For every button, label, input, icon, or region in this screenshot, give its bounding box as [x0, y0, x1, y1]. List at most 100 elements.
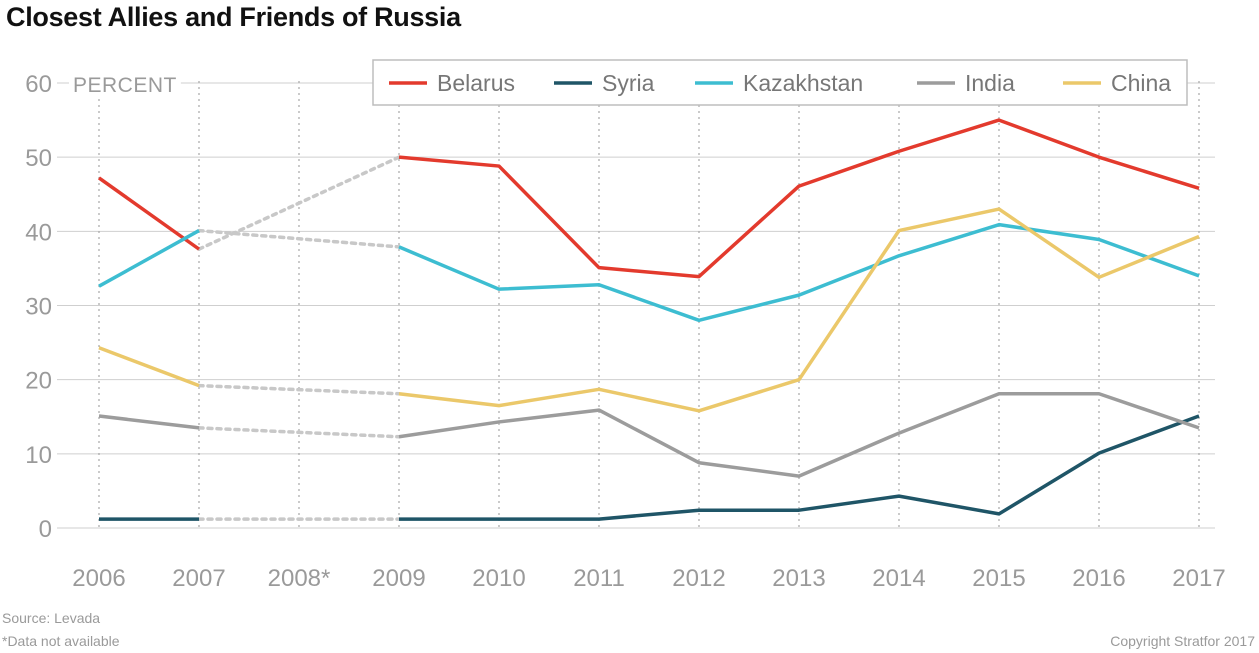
data-point-belarus [897, 149, 901, 153]
legend-label-china: China [1111, 70, 1171, 96]
gap-lines [197, 155, 401, 521]
data-point-kazakhstan [1097, 237, 1101, 241]
x-tick-label: 2008* [268, 565, 331, 592]
data-point-china [97, 346, 101, 350]
data-point-belarus [797, 184, 801, 188]
data-point-india [597, 408, 601, 412]
chart-title: Closest Allies and Friends of Russia [6, 2, 461, 32]
x-tick-label: 2013 [772, 565, 825, 592]
legend-label-belarus: Belarus [437, 70, 515, 96]
data-point-india [197, 426, 201, 430]
copyright-note: Copyright Stratfor 2017 [1110, 633, 1255, 649]
data-point-india [97, 414, 101, 418]
data-point-belarus [597, 266, 601, 270]
data-point-kazakhstan [197, 229, 201, 233]
data-point-belarus [997, 118, 1001, 122]
data-point-syria [697, 508, 701, 512]
data-point-india [397, 435, 401, 439]
x-tick-label: 2011 [573, 565, 625, 592]
legend: Belarus Syria Kazakhstan India China [372, 59, 1188, 106]
data-point-syria [497, 517, 501, 521]
series-line-india [98, 414, 200, 430]
x-tick-label: 2016 [1072, 565, 1125, 592]
y-tick-label: 30 [25, 294, 52, 321]
data-point-belarus [1097, 155, 1101, 159]
gap-line-belarus [197, 155, 401, 251]
grid [57, 81, 1215, 529]
x-tick-label: 2012 [672, 565, 725, 592]
data-point-kazakhstan [1197, 274, 1201, 278]
data-point-kazakhstan [97, 284, 101, 288]
data-point-belarus [197, 247, 201, 251]
data-point-belarus [97, 176, 101, 180]
y-tick-label: 10 [25, 442, 52, 469]
data-point-kazakhstan [597, 283, 601, 287]
x-tick-label: 2010 [472, 565, 525, 592]
data-point-belarus [697, 275, 701, 279]
y-tick-label: 50 [25, 145, 52, 172]
series-lines [97, 118, 1201, 521]
x-tick-label: 2015 [972, 565, 1025, 592]
axis-labels: 0 10 20 30 40 50 60 2006 2007 2008* 2009 2010 2011 20… [25, 71, 1225, 592]
y-axis-label: PERCENT [73, 74, 177, 97]
data-point-china [797, 378, 801, 382]
data-point-syria [997, 512, 1001, 516]
data-point-china [1097, 275, 1101, 279]
series-line-syria [399, 414, 1200, 521]
y-axis-label-background [69, 72, 181, 99]
data-point-china [897, 229, 901, 233]
data-point-china [997, 207, 1001, 211]
data-point-china [697, 409, 701, 413]
legend-label-india: India [965, 70, 1015, 96]
data-point-syria [197, 517, 201, 521]
data-point-kazakhstan [897, 254, 901, 258]
data-point-syria [397, 517, 401, 521]
data-point-syria [1097, 451, 1101, 455]
series-line-kazakhstan [398, 222, 1200, 323]
data-point-kazakhstan [997, 223, 1001, 227]
legend-box [372, 59, 1188, 106]
gap-line-china [197, 383, 401, 396]
data-point-china [397, 392, 401, 396]
data-point-india [1097, 392, 1101, 396]
x-tick-label: 2014 [872, 565, 925, 592]
data-point-india [897, 431, 901, 435]
gap-line-india [197, 426, 401, 439]
data-point-belarus [497, 164, 501, 168]
data-point-china [1197, 235, 1201, 239]
data-point-india [497, 420, 501, 424]
data-point-syria [1197, 414, 1201, 418]
x-tick-label: 2006 [72, 565, 125, 592]
x-tick-label: 2017 [1172, 565, 1225, 592]
data-point-kazakhstan [697, 318, 701, 322]
series-line-kazakhstan [98, 229, 200, 288]
data-point-india [1197, 426, 1201, 430]
source-note: Source: Levada [2, 610, 101, 626]
series-line-india [398, 392, 1200, 478]
data-point-india [797, 474, 801, 478]
data-point-kazakhstan [497, 287, 501, 291]
data-point-china [597, 387, 601, 391]
data-point-syria [597, 517, 601, 521]
legend-label-kazakhstan: Kazakhstan [743, 70, 863, 96]
series-line-china [98, 346, 200, 388]
data-point-india [997, 392, 1001, 396]
legend-label-syria: Syria [602, 70, 655, 96]
series-line-belarus [398, 118, 1200, 279]
x-tick-label: 2009 [372, 565, 425, 592]
y-tick-label: 40 [25, 219, 52, 246]
data-point-china [497, 404, 501, 408]
series-line-belarus [97, 176, 201, 251]
data-availability-note: *Data not available [2, 633, 120, 649]
data-point-india [697, 461, 701, 465]
y-tick-label: 60 [25, 71, 52, 98]
y-tick-label: 0 [39, 516, 52, 543]
data-point-china [197, 384, 201, 388]
data-point-syria [897, 494, 901, 498]
data-point-kazakhstan [797, 293, 801, 297]
series-line-china [398, 207, 1200, 413]
y-tick-label: 20 [25, 368, 52, 395]
data-point-kazakhstan [397, 245, 401, 249]
data-point-syria [97, 517, 101, 521]
